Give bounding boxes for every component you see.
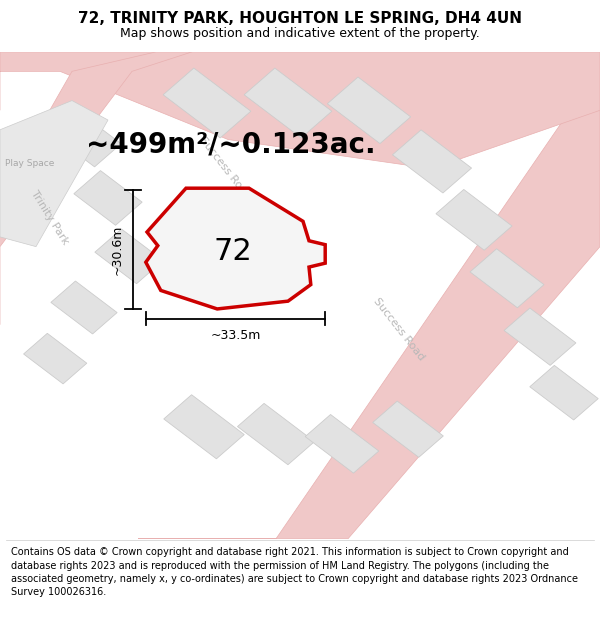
Polygon shape bbox=[51, 281, 117, 334]
Text: Success Road: Success Road bbox=[197, 136, 253, 202]
Polygon shape bbox=[163, 68, 251, 138]
Text: 72, TRINITY PARK, HOUGHTON LE SPRING, DH4 4UN: 72, TRINITY PARK, HOUGHTON LE SPRING, DH… bbox=[78, 11, 522, 26]
Text: Map shows position and indicative extent of the property.: Map shows position and indicative extent… bbox=[120, 28, 480, 41]
Polygon shape bbox=[23, 333, 87, 384]
Polygon shape bbox=[373, 401, 443, 458]
Polygon shape bbox=[146, 188, 325, 309]
Polygon shape bbox=[53, 112, 121, 167]
Text: Success Road: Success Road bbox=[371, 296, 427, 362]
Polygon shape bbox=[530, 366, 598, 420]
Polygon shape bbox=[244, 68, 332, 138]
Text: ~33.5m: ~33.5m bbox=[211, 329, 260, 342]
Text: Contains OS data © Crown copyright and database right 2021. This information is : Contains OS data © Crown copyright and d… bbox=[11, 548, 578, 597]
Text: Trinity Park: Trinity Park bbox=[29, 189, 70, 246]
Polygon shape bbox=[392, 130, 472, 193]
Polygon shape bbox=[138, 110, 600, 539]
Polygon shape bbox=[74, 171, 142, 225]
Polygon shape bbox=[436, 189, 512, 250]
Polygon shape bbox=[504, 308, 576, 366]
Polygon shape bbox=[305, 414, 379, 473]
Polygon shape bbox=[0, 52, 192, 324]
Text: ~499m²/~0.123ac.: ~499m²/~0.123ac. bbox=[86, 131, 376, 158]
Text: 72: 72 bbox=[214, 237, 252, 266]
Text: ~30.6m: ~30.6m bbox=[110, 224, 124, 275]
Polygon shape bbox=[164, 395, 244, 459]
Polygon shape bbox=[470, 249, 544, 308]
Polygon shape bbox=[95, 229, 163, 284]
Polygon shape bbox=[328, 77, 410, 144]
Polygon shape bbox=[0, 101, 108, 247]
Polygon shape bbox=[0, 52, 600, 169]
Polygon shape bbox=[238, 403, 314, 465]
Text: Play Space: Play Space bbox=[5, 159, 55, 168]
